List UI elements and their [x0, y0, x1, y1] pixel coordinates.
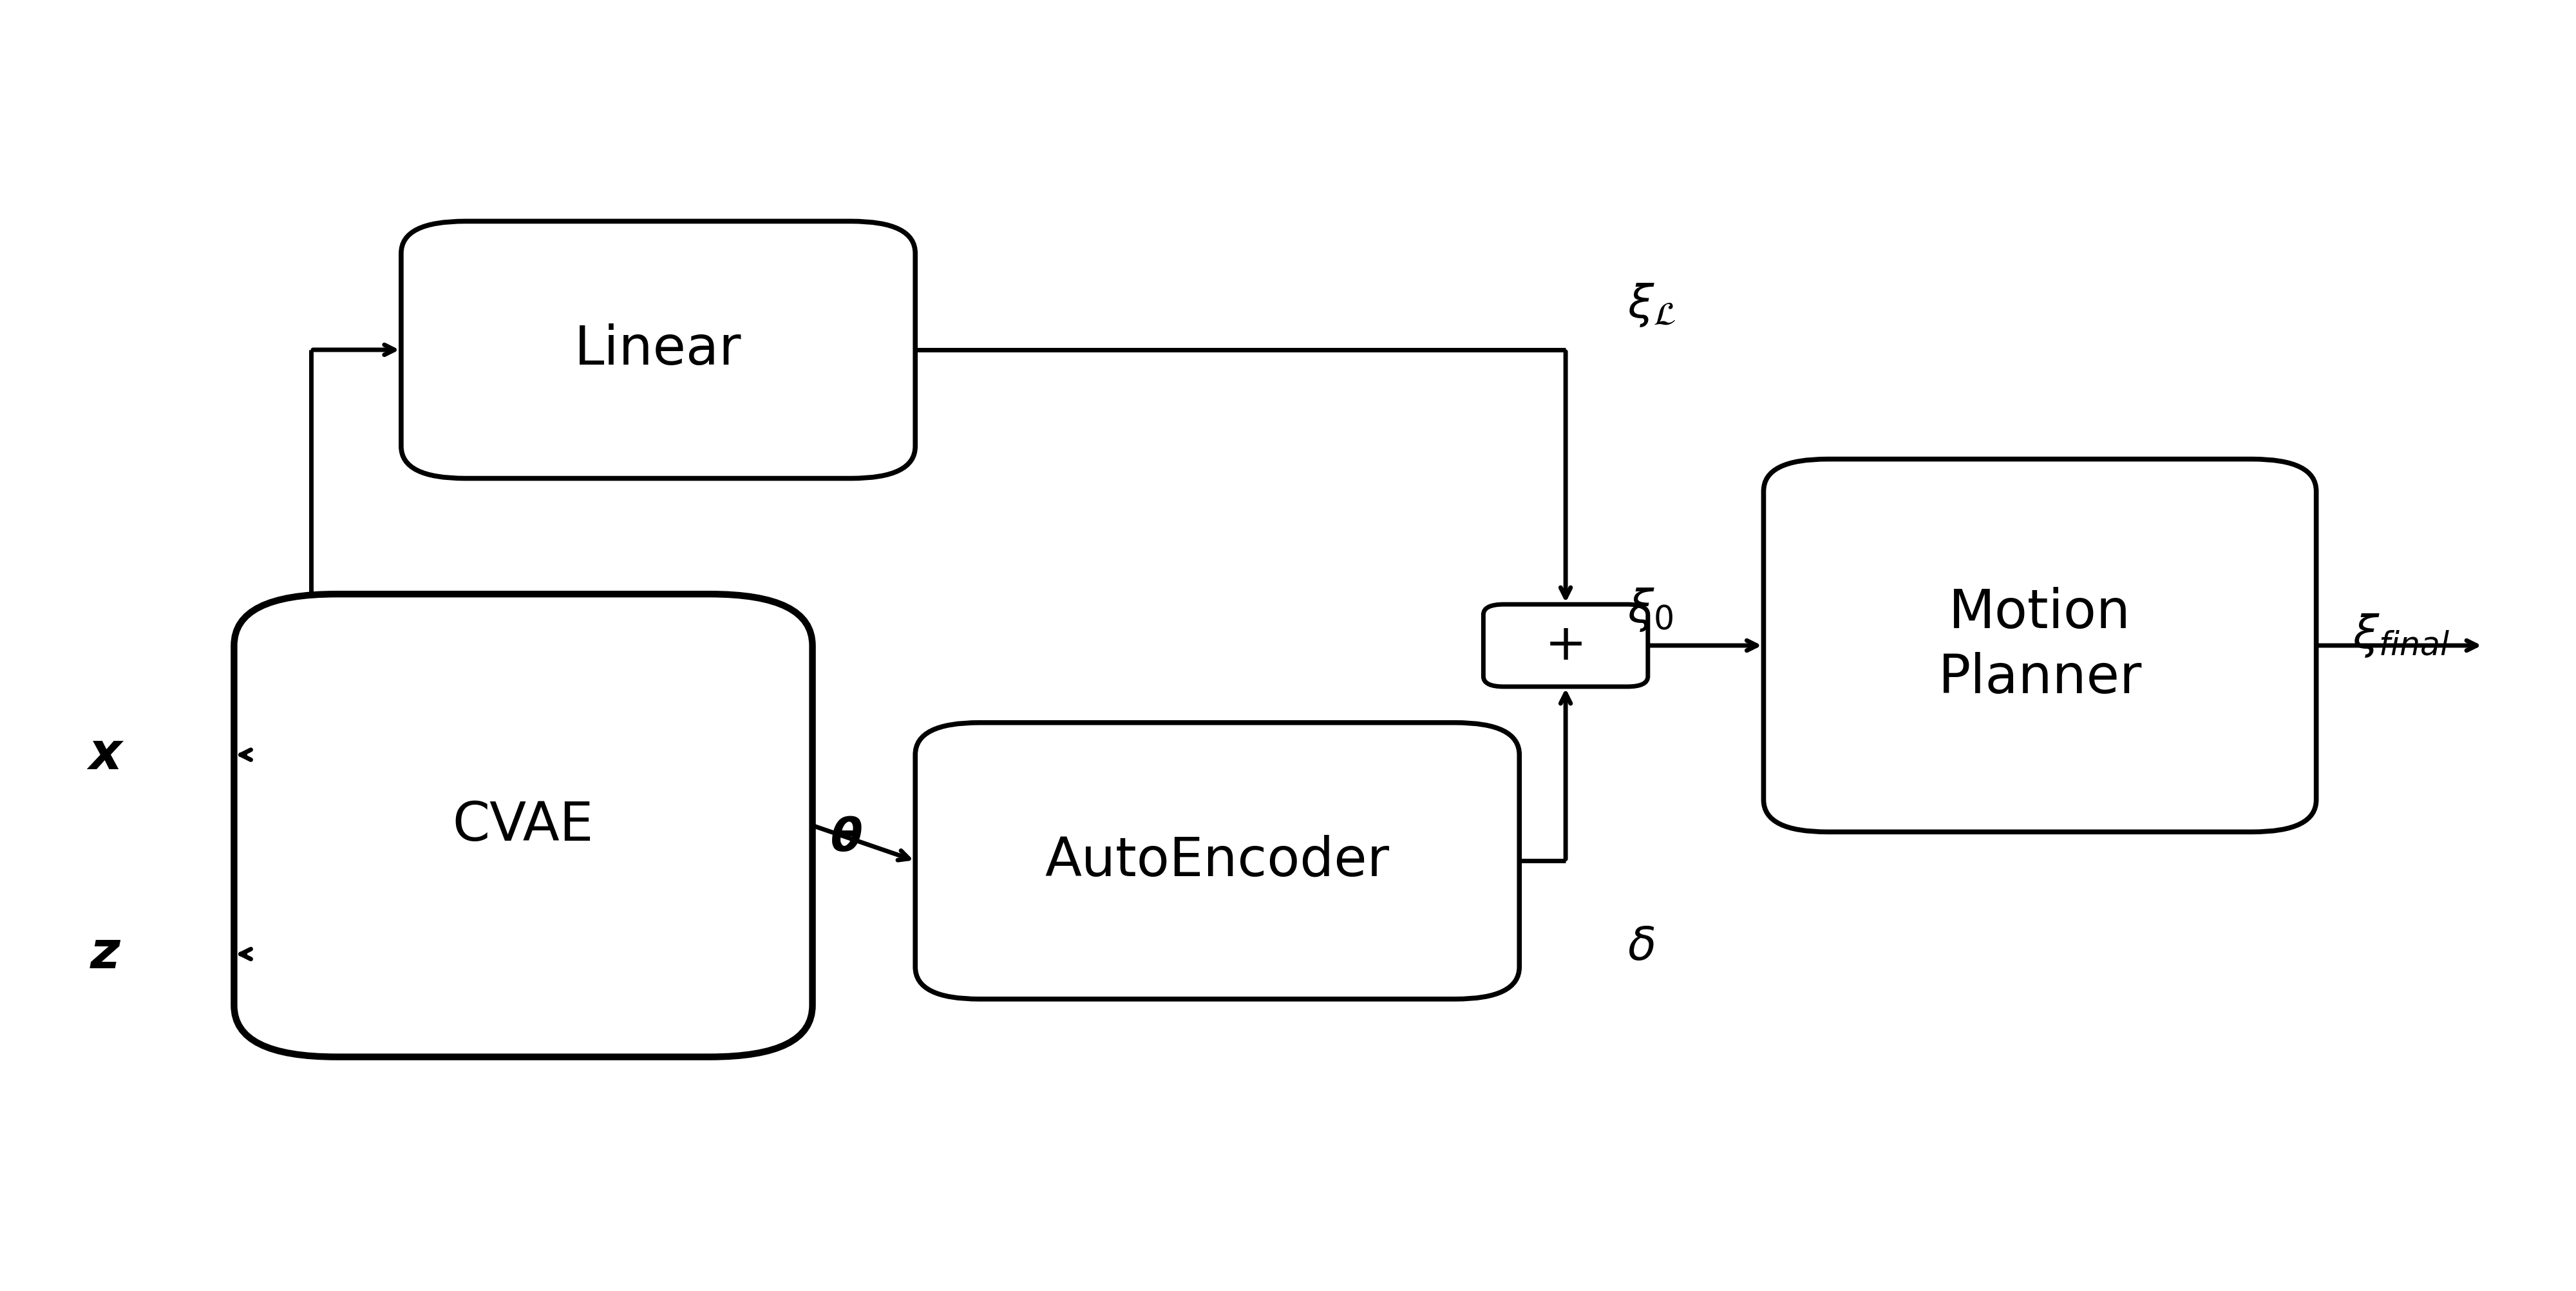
FancyBboxPatch shape — [402, 221, 914, 479]
Text: $\boldsymbol{x}$: $\boldsymbol{x}$ — [88, 729, 124, 780]
FancyBboxPatch shape — [1765, 460, 2316, 831]
Text: $\boldsymbol{z}$: $\boldsymbol{z}$ — [90, 930, 121, 979]
FancyBboxPatch shape — [1484, 604, 1649, 687]
Text: AutoEncoder: AutoEncoder — [1046, 835, 1388, 887]
FancyBboxPatch shape — [234, 594, 811, 1057]
Text: $\xi_{\mathcal{L}}$: $\xi_{\mathcal{L}}$ — [1628, 281, 1677, 328]
Text: $\boldsymbol{\theta}$: $\boldsymbol{\theta}$ — [829, 816, 863, 861]
Text: CVAE: CVAE — [453, 799, 595, 852]
Text: $\delta$: $\delta$ — [1628, 926, 1654, 970]
Text: $\xi_0$: $\xi_0$ — [1628, 586, 1674, 633]
FancyBboxPatch shape — [914, 723, 1520, 999]
Text: $\xi_{final}$: $\xi_{final}$ — [2352, 612, 2450, 658]
Text: Linear: Linear — [574, 324, 742, 376]
Text: Motion
Planner: Motion Planner — [1937, 587, 2141, 704]
Text: +: + — [1546, 621, 1587, 670]
